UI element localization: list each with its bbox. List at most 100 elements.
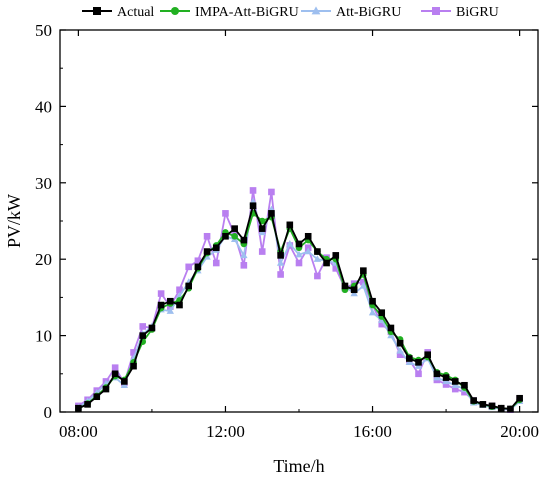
data-point	[350, 286, 358, 294]
data-point	[359, 282, 368, 289]
data-point	[406, 355, 413, 362]
data-point	[102, 385, 110, 393]
data-point	[268, 188, 275, 196]
legend-item: Actual	[82, 5, 154, 20]
data-point	[424, 351, 431, 358]
data-point	[111, 364, 119, 371]
data-point	[176, 301, 183, 309]
y-tick-label: 20	[35, 250, 52, 269]
data-point	[258, 225, 266, 232]
data-point	[258, 248, 266, 255]
data-point	[332, 265, 340, 272]
data-point	[332, 252, 340, 259]
data-point	[139, 332, 147, 339]
data-point	[396, 346, 404, 354]
data-point	[286, 221, 294, 229]
legend-swatch-marker	[311, 6, 321, 15]
data-point	[479, 401, 487, 408]
x-tick-label: 08:00	[59, 422, 98, 441]
data-point	[203, 248, 211, 255]
data-point	[369, 297, 376, 305]
legend-item: BiGRU	[421, 5, 499, 20]
data-point	[167, 297, 174, 305]
data-point	[378, 320, 386, 328]
data-point	[341, 282, 349, 290]
series-actual	[75, 202, 523, 413]
data-point	[304, 232, 312, 240]
data-point	[130, 362, 137, 370]
data-point	[378, 309, 386, 316]
legend-swatch-marker	[432, 7, 440, 15]
data-point	[461, 381, 468, 389]
data-point	[277, 252, 284, 259]
data-point	[276, 259, 285, 266]
data-point	[240, 251, 248, 259]
data-point	[323, 259, 330, 267]
data-point	[84, 401, 91, 408]
data-point	[130, 349, 137, 356]
legend-label: Att-BiGRU	[336, 5, 401, 20]
legend-swatch-marker	[93, 7, 101, 15]
x-axis: 08:00 12:00 16:00 20:00	[59, 30, 539, 441]
data-point	[185, 282, 192, 290]
data-point	[442, 381, 450, 388]
data-point	[249, 187, 257, 194]
data-point	[461, 388, 468, 396]
legend: Actual IMPA-Att-BiGRU Att-BiGRU BiGRU	[82, 5, 499, 20]
data-point	[368, 308, 377, 316]
y-tick-label: 10	[35, 327, 52, 346]
legend-item: Att-BiGRU	[301, 5, 401, 20]
data-point	[304, 247, 312, 255]
data-point	[396, 339, 404, 347]
y-tick-label: 40	[35, 97, 52, 116]
data-point	[286, 240, 294, 247]
y-axis-title: PV/kW	[4, 194, 24, 248]
data-point	[433, 370, 441, 378]
data-point	[396, 351, 404, 358]
data-point	[295, 250, 303, 258]
data-point	[240, 262, 248, 269]
data-point	[497, 404, 505, 412]
data-point	[212, 244, 220, 252]
data-point	[231, 225, 238, 232]
data-point	[451, 378, 459, 385]
y-tick-label: 0	[44, 403, 53, 422]
data-point	[507, 405, 514, 413]
data-point	[240, 236, 248, 244]
data-point	[185, 263, 192, 271]
y-tick-label: 30	[35, 174, 52, 193]
data-point	[157, 301, 165, 309]
data-point	[176, 286, 183, 294]
data-point	[139, 323, 147, 330]
data-point	[295, 259, 303, 267]
data-point	[203, 232, 211, 240]
data-point	[277, 271, 284, 278]
legend-label: BiGRU	[456, 5, 499, 20]
data-point	[387, 324, 395, 332]
data-point	[295, 240, 303, 248]
data-point	[157, 290, 165, 297]
data-point	[268, 210, 275, 217]
data-point	[121, 378, 128, 385]
data-point	[93, 393, 101, 401]
legend-label: Actual	[117, 5, 154, 20]
x-tick-label: 12:00	[206, 422, 245, 441]
data-point	[249, 202, 257, 210]
data-point	[166, 307, 175, 314]
x-tick-label: 16:00	[353, 422, 392, 441]
data-point	[442, 374, 450, 381]
data-point	[194, 257, 202, 265]
data-point	[488, 402, 496, 410]
data-point	[231, 232, 238, 240]
data-point	[360, 267, 367, 274]
x-tick-label: 20:00	[500, 422, 539, 441]
data-point	[415, 359, 422, 366]
data-point	[313, 255, 322, 262]
y-axis: 0 10 20 30 40 50	[35, 21, 538, 422]
data-point	[451, 385, 459, 393]
series-layer	[74, 187, 524, 414]
data-point	[415, 370, 422, 378]
data-point	[222, 210, 229, 217]
legend-label: IMPA-Att-BiGRU	[195, 5, 299, 20]
